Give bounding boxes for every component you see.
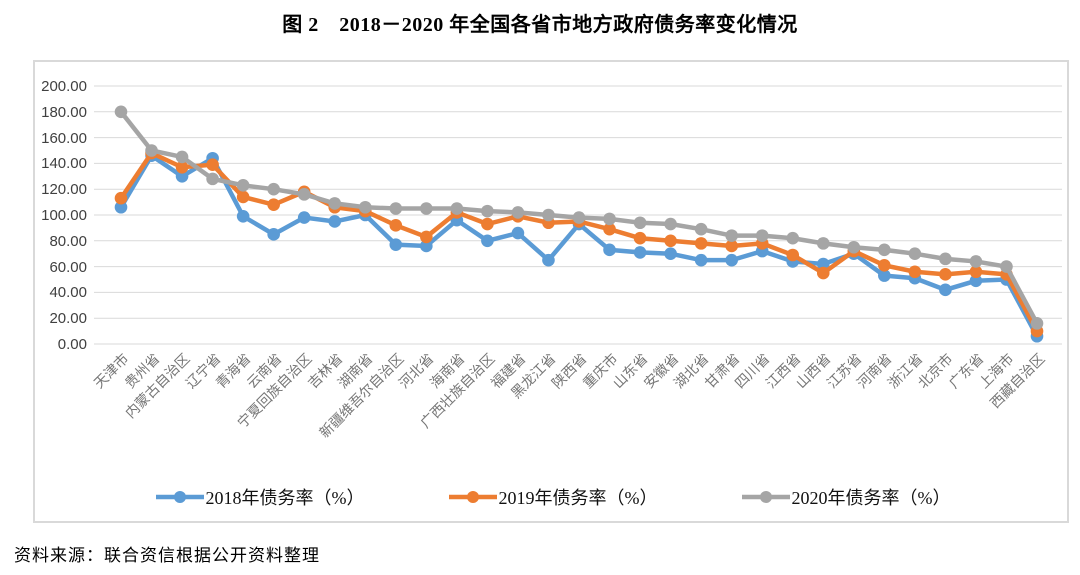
data-point-marker (114, 105, 128, 119)
data-point-marker (175, 170, 189, 183)
data-point-marker (633, 246, 647, 259)
data-point-marker (206, 172, 219, 186)
source-note: 资料来源：联合资信根据公开资料整理 (14, 546, 320, 565)
data-point-marker (328, 215, 342, 228)
y-axis-tick-label: 140.00 (41, 155, 87, 173)
data-point-marker (481, 204, 494, 218)
legend-item-2018: 2018年债务率（%） (155, 484, 365, 510)
y-axis-tick-label: 80.00 (49, 232, 87, 250)
y-axis-tick-label: 180.00 (41, 103, 87, 121)
data-point-marker (358, 200, 372, 214)
data-point-marker (511, 206, 525, 219)
data-point-marker (572, 211, 586, 224)
data-point-marker (878, 259, 891, 272)
data-point-marker (420, 239, 433, 253)
legend-line-marker-icon (155, 491, 204, 503)
data-point-marker (786, 248, 800, 262)
data-point-marker (267, 228, 280, 241)
legend-label: 2020年债务率（%） (791, 488, 951, 508)
data-point-marker (694, 253, 708, 267)
data-point-marker (664, 247, 677, 260)
data-point-marker (755, 229, 769, 242)
plot-area (94, 85, 1062, 345)
data-point-marker (969, 255, 983, 268)
data-point-marker (236, 179, 250, 192)
data-point-marker (542, 253, 555, 267)
chart-title: 图 2 2018－2020 年全国各省市地方政府债务率变化情况 (282, 14, 798, 36)
data-point-marker (206, 158, 219, 171)
data-point-marker (114, 191, 128, 205)
data-point-marker (664, 234, 677, 248)
y-axis-tick-label: 100.00 (41, 207, 87, 224)
legend-label: 2018年债务率（%） (205, 488, 365, 508)
data-point-marker (939, 268, 952, 281)
data-point-marker (694, 237, 708, 250)
data-point-marker (603, 243, 616, 257)
y-axis-tick-label: 200.00 (41, 78, 87, 95)
data-point-marker (816, 237, 830, 250)
legend-item-2020: 2020年债务率（%） (741, 484, 951, 510)
series-line-2018 (119, 152, 1039, 338)
data-point-marker (969, 274, 983, 288)
data-point-marker (267, 198, 280, 211)
data-point-marker (481, 217, 494, 231)
series-line-2019 (119, 150, 1039, 333)
data-point-marker (969, 265, 983, 279)
data-point-marker (481, 234, 494, 248)
data-point-marker (939, 252, 952, 266)
chart-frame: 0.00 20.00 40.00 60.00 80.00 100.00 120.00 140.… (33, 60, 1069, 523)
y-axis-tick-label: 20.00 (49, 310, 87, 328)
data-point-marker (297, 211, 311, 224)
legend-item-2019: 2019年债务率（%） (448, 484, 658, 510)
data-point-marker (603, 212, 616, 226)
data-point-marker (389, 202, 403, 215)
legend-line-marker-icon (448, 491, 497, 503)
data-point-marker (145, 144, 158, 157)
data-point-marker (175, 160, 189, 174)
data-point-marker (633, 216, 647, 230)
legend: 2018年债务率（%） 2019年债务率（%） 2020年债务率（%） (35, 480, 1071, 514)
y-axis-tick-label: 160.00 (41, 129, 87, 147)
data-point-marker (389, 238, 403, 251)
data-point-marker (664, 217, 677, 231)
data-point-marker (420, 230, 433, 244)
data-point-marker (236, 190, 250, 204)
data-point-marker (236, 209, 250, 223)
data-point-marker (114, 200, 128, 214)
data-point-marker (725, 229, 738, 242)
data-point-marker (939, 283, 952, 297)
data-point-marker (725, 239, 738, 253)
data-point-marker (908, 265, 922, 279)
data-point-marker (878, 269, 891, 282)
y-axis-tick-label: 40.00 (49, 284, 87, 302)
data-point-marker (328, 197, 342, 210)
data-point-marker (297, 188, 311, 201)
data-point-marker (1000, 260, 1013, 273)
data-point-marker (786, 231, 800, 245)
data-point-marker (511, 226, 525, 240)
data-point-marker (816, 266, 830, 280)
data-point-marker (175, 150, 189, 164)
data-point-marker (1030, 317, 1044, 330)
data-point-marker (633, 231, 647, 245)
data-point-marker (908, 247, 922, 260)
legend-label: 2019年债务率（%） (498, 488, 658, 508)
data-point-marker (389, 219, 403, 232)
data-point-marker (816, 257, 830, 271)
data-point-marker (450, 202, 464, 215)
data-point-marker (420, 202, 433, 215)
data-point-marker (267, 182, 280, 196)
legend-line-marker-icon (741, 491, 790, 503)
data-point-marker (847, 240, 861, 254)
y-axis-tick-label: 0.00 (57, 336, 87, 353)
data-point-marker (694, 222, 708, 236)
y-axis-tick-label: 120.00 (41, 181, 87, 199)
y-axis-tick-label: 60.00 (49, 258, 87, 276)
data-point-marker (603, 222, 616, 236)
data-point-marker (878, 243, 891, 257)
data-point-marker (725, 253, 738, 267)
data-point-marker (542, 208, 555, 222)
